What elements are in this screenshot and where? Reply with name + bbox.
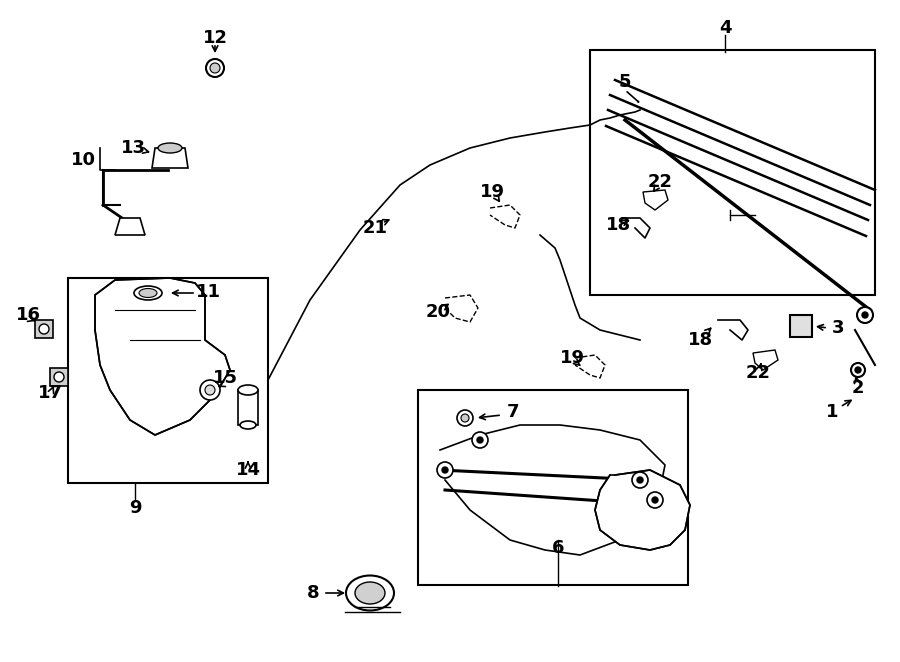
Bar — [68, 278, 268, 483]
Text: 20: 20 — [426, 303, 451, 321]
Circle shape — [855, 367, 861, 373]
Polygon shape — [595, 470, 690, 550]
Polygon shape — [95, 278, 230, 435]
Text: 18: 18 — [606, 216, 631, 234]
Text: 4: 4 — [719, 19, 731, 37]
Text: 5: 5 — [619, 73, 631, 91]
Polygon shape — [115, 218, 145, 235]
Text: 10: 10 — [70, 151, 95, 169]
Circle shape — [647, 492, 663, 508]
Text: 7: 7 — [507, 403, 519, 421]
Text: 21: 21 — [363, 219, 388, 237]
Text: 1: 1 — [826, 403, 838, 421]
Circle shape — [206, 59, 224, 77]
Bar — [790, 315, 812, 337]
Circle shape — [200, 380, 220, 400]
Circle shape — [472, 432, 488, 448]
Circle shape — [862, 312, 868, 318]
Ellipse shape — [346, 575, 394, 610]
Bar — [590, 50, 875, 295]
Ellipse shape — [240, 421, 256, 429]
Polygon shape — [643, 190, 668, 210]
Text: 3: 3 — [832, 319, 844, 337]
Polygon shape — [152, 148, 188, 168]
Text: 15: 15 — [212, 369, 238, 387]
Text: 22: 22 — [745, 364, 770, 382]
Bar — [418, 390, 688, 585]
Text: 9: 9 — [129, 499, 141, 517]
Circle shape — [54, 372, 64, 382]
Circle shape — [477, 437, 483, 443]
Circle shape — [637, 477, 643, 483]
Circle shape — [437, 462, 453, 478]
Ellipse shape — [238, 385, 258, 395]
Circle shape — [857, 307, 873, 323]
Text: 8: 8 — [307, 584, 320, 602]
Ellipse shape — [139, 289, 157, 297]
Circle shape — [39, 324, 49, 334]
Text: 16: 16 — [15, 306, 40, 324]
Text: 19: 19 — [560, 349, 584, 367]
Text: 6: 6 — [552, 539, 564, 557]
Circle shape — [851, 363, 865, 377]
Circle shape — [210, 63, 220, 73]
Circle shape — [632, 472, 648, 488]
Text: 17: 17 — [38, 384, 62, 402]
Text: 14: 14 — [236, 461, 260, 479]
Bar — [238, 390, 258, 425]
Circle shape — [442, 467, 448, 473]
FancyArrowPatch shape — [627, 92, 638, 102]
Text: 2: 2 — [851, 379, 864, 397]
Circle shape — [457, 410, 473, 426]
Text: 18: 18 — [688, 331, 713, 349]
Ellipse shape — [158, 143, 182, 153]
Bar — [50, 368, 68, 386]
Ellipse shape — [134, 286, 162, 300]
Text: 11: 11 — [195, 283, 220, 301]
Circle shape — [205, 385, 215, 395]
Text: 22: 22 — [647, 173, 672, 191]
Text: 19: 19 — [480, 183, 505, 201]
Polygon shape — [753, 350, 778, 370]
Ellipse shape — [355, 582, 385, 604]
Circle shape — [461, 414, 469, 422]
Text: 13: 13 — [121, 139, 146, 157]
Text: 12: 12 — [202, 29, 228, 47]
Bar — [35, 320, 53, 338]
Circle shape — [652, 497, 658, 503]
